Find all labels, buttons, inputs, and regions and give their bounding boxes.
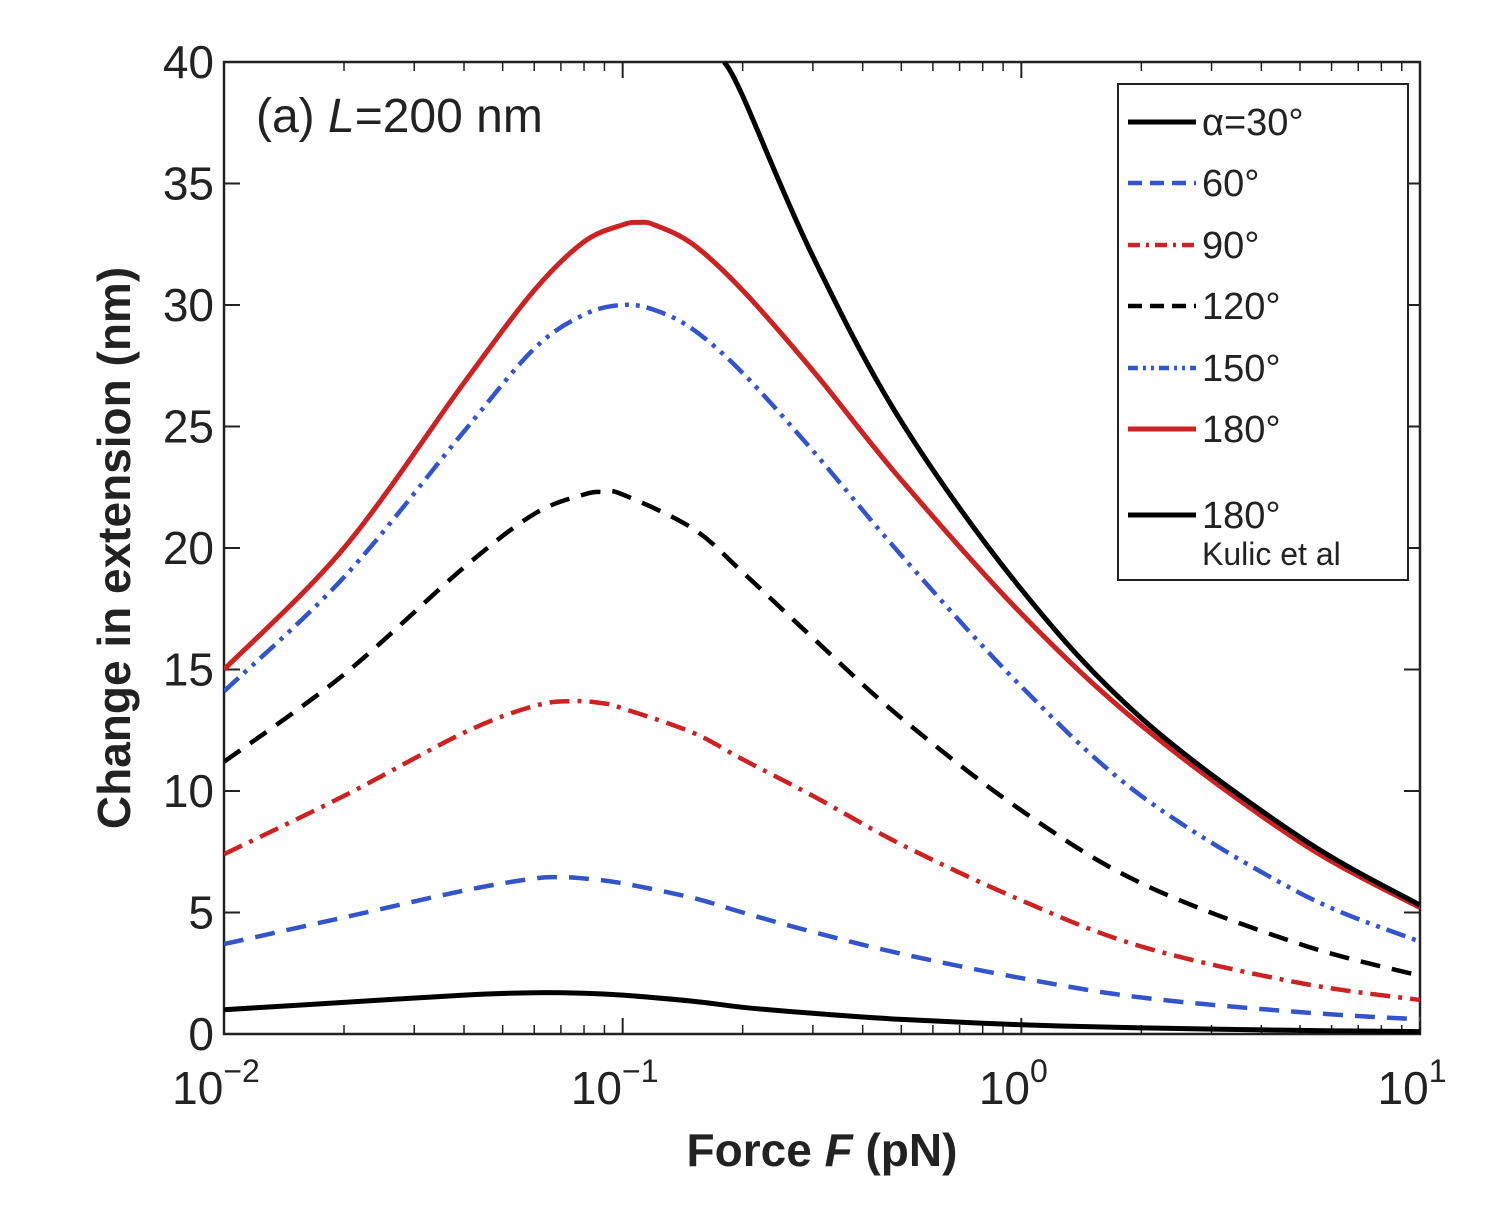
x-tick-label: 100 — [979, 1053, 1048, 1114]
y-tick-label: 10 — [163, 765, 214, 817]
x-tick-label: 101 — [1378, 1053, 1447, 1114]
legend-label-7: 180° — [1202, 495, 1281, 537]
series-line-5 — [224, 302, 1420, 944]
x-tick-exponent: 1 — [1429, 1053, 1447, 1089]
x-tick-exponent: 0 — [1030, 1053, 1048, 1089]
y-tick-label: 20 — [163, 522, 214, 574]
x-tick-base: 10 — [979, 1062, 1030, 1114]
x-tick-exponent: −1 — [622, 1053, 658, 1089]
legend-sublabel: Kulic et al — [1202, 536, 1341, 572]
y-axis-title: Change in extension (nm) — [88, 267, 140, 829]
panel-annotation: (a) L=200 nm — [256, 90, 543, 143]
annotation-variable: L — [328, 90, 355, 143]
series-line-2 — [224, 874, 1420, 1022]
annotation-part-1: (a) — [256, 90, 328, 143]
x-tick-label: 10−2 — [172, 1053, 260, 1114]
y-tick-label: 25 — [163, 401, 214, 453]
x-axis-title: Force F (pN) — [687, 1124, 958, 1176]
y-tick-label: 15 — [163, 644, 214, 696]
x-tick-base: 10 — [172, 1062, 223, 1114]
series-line-3 — [224, 698, 1420, 1003]
legend-label-3: 90° — [1202, 225, 1259, 267]
legend-box — [1117, 83, 1409, 581]
series-line-6 — [224, 219, 1420, 910]
x-tick-base: 10 — [1378, 1062, 1429, 1114]
y-tick-label: 35 — [163, 158, 214, 210]
legend: α=30°60°90°120°150°180°180°Kulic et al — [1117, 83, 1409, 581]
x-tick-exponent: −2 — [223, 1053, 259, 1089]
series-line-7 — [722, 62, 1420, 908]
y-axis: 0 5 10 15 20 25 30 35 40 — [163, 36, 1420, 1060]
y-tick-label: 0 — [188, 1008, 214, 1060]
x-axis-title-part-3: (pN) — [853, 1124, 958, 1176]
y-tick-label: 40 — [163, 36, 214, 88]
x-tick-base: 10 — [571, 1062, 622, 1114]
y-tick-label: 5 — [188, 887, 214, 939]
y-tick-label: 30 — [163, 279, 214, 331]
legend-label-6: 180° — [1202, 409, 1281, 451]
x-axis: 10−2 10−1 100 101 — [172, 62, 1446, 1114]
legend-label-4: 120° — [1202, 286, 1281, 328]
x-axis-title-part-1: Force — [687, 1124, 825, 1176]
series-lines — [224, 62, 1420, 1034]
legend-label-5: 150° — [1202, 348, 1281, 390]
x-tick-label: 10−1 — [571, 1053, 659, 1114]
annotation-part-3: =200 nm — [355, 90, 543, 143]
x-axis-title-variable: F — [825, 1124, 855, 1176]
legend-label-2: 60° — [1202, 163, 1259, 205]
legend-label-1: α=30° — [1202, 102, 1304, 144]
series-line-1 — [224, 990, 1420, 1034]
